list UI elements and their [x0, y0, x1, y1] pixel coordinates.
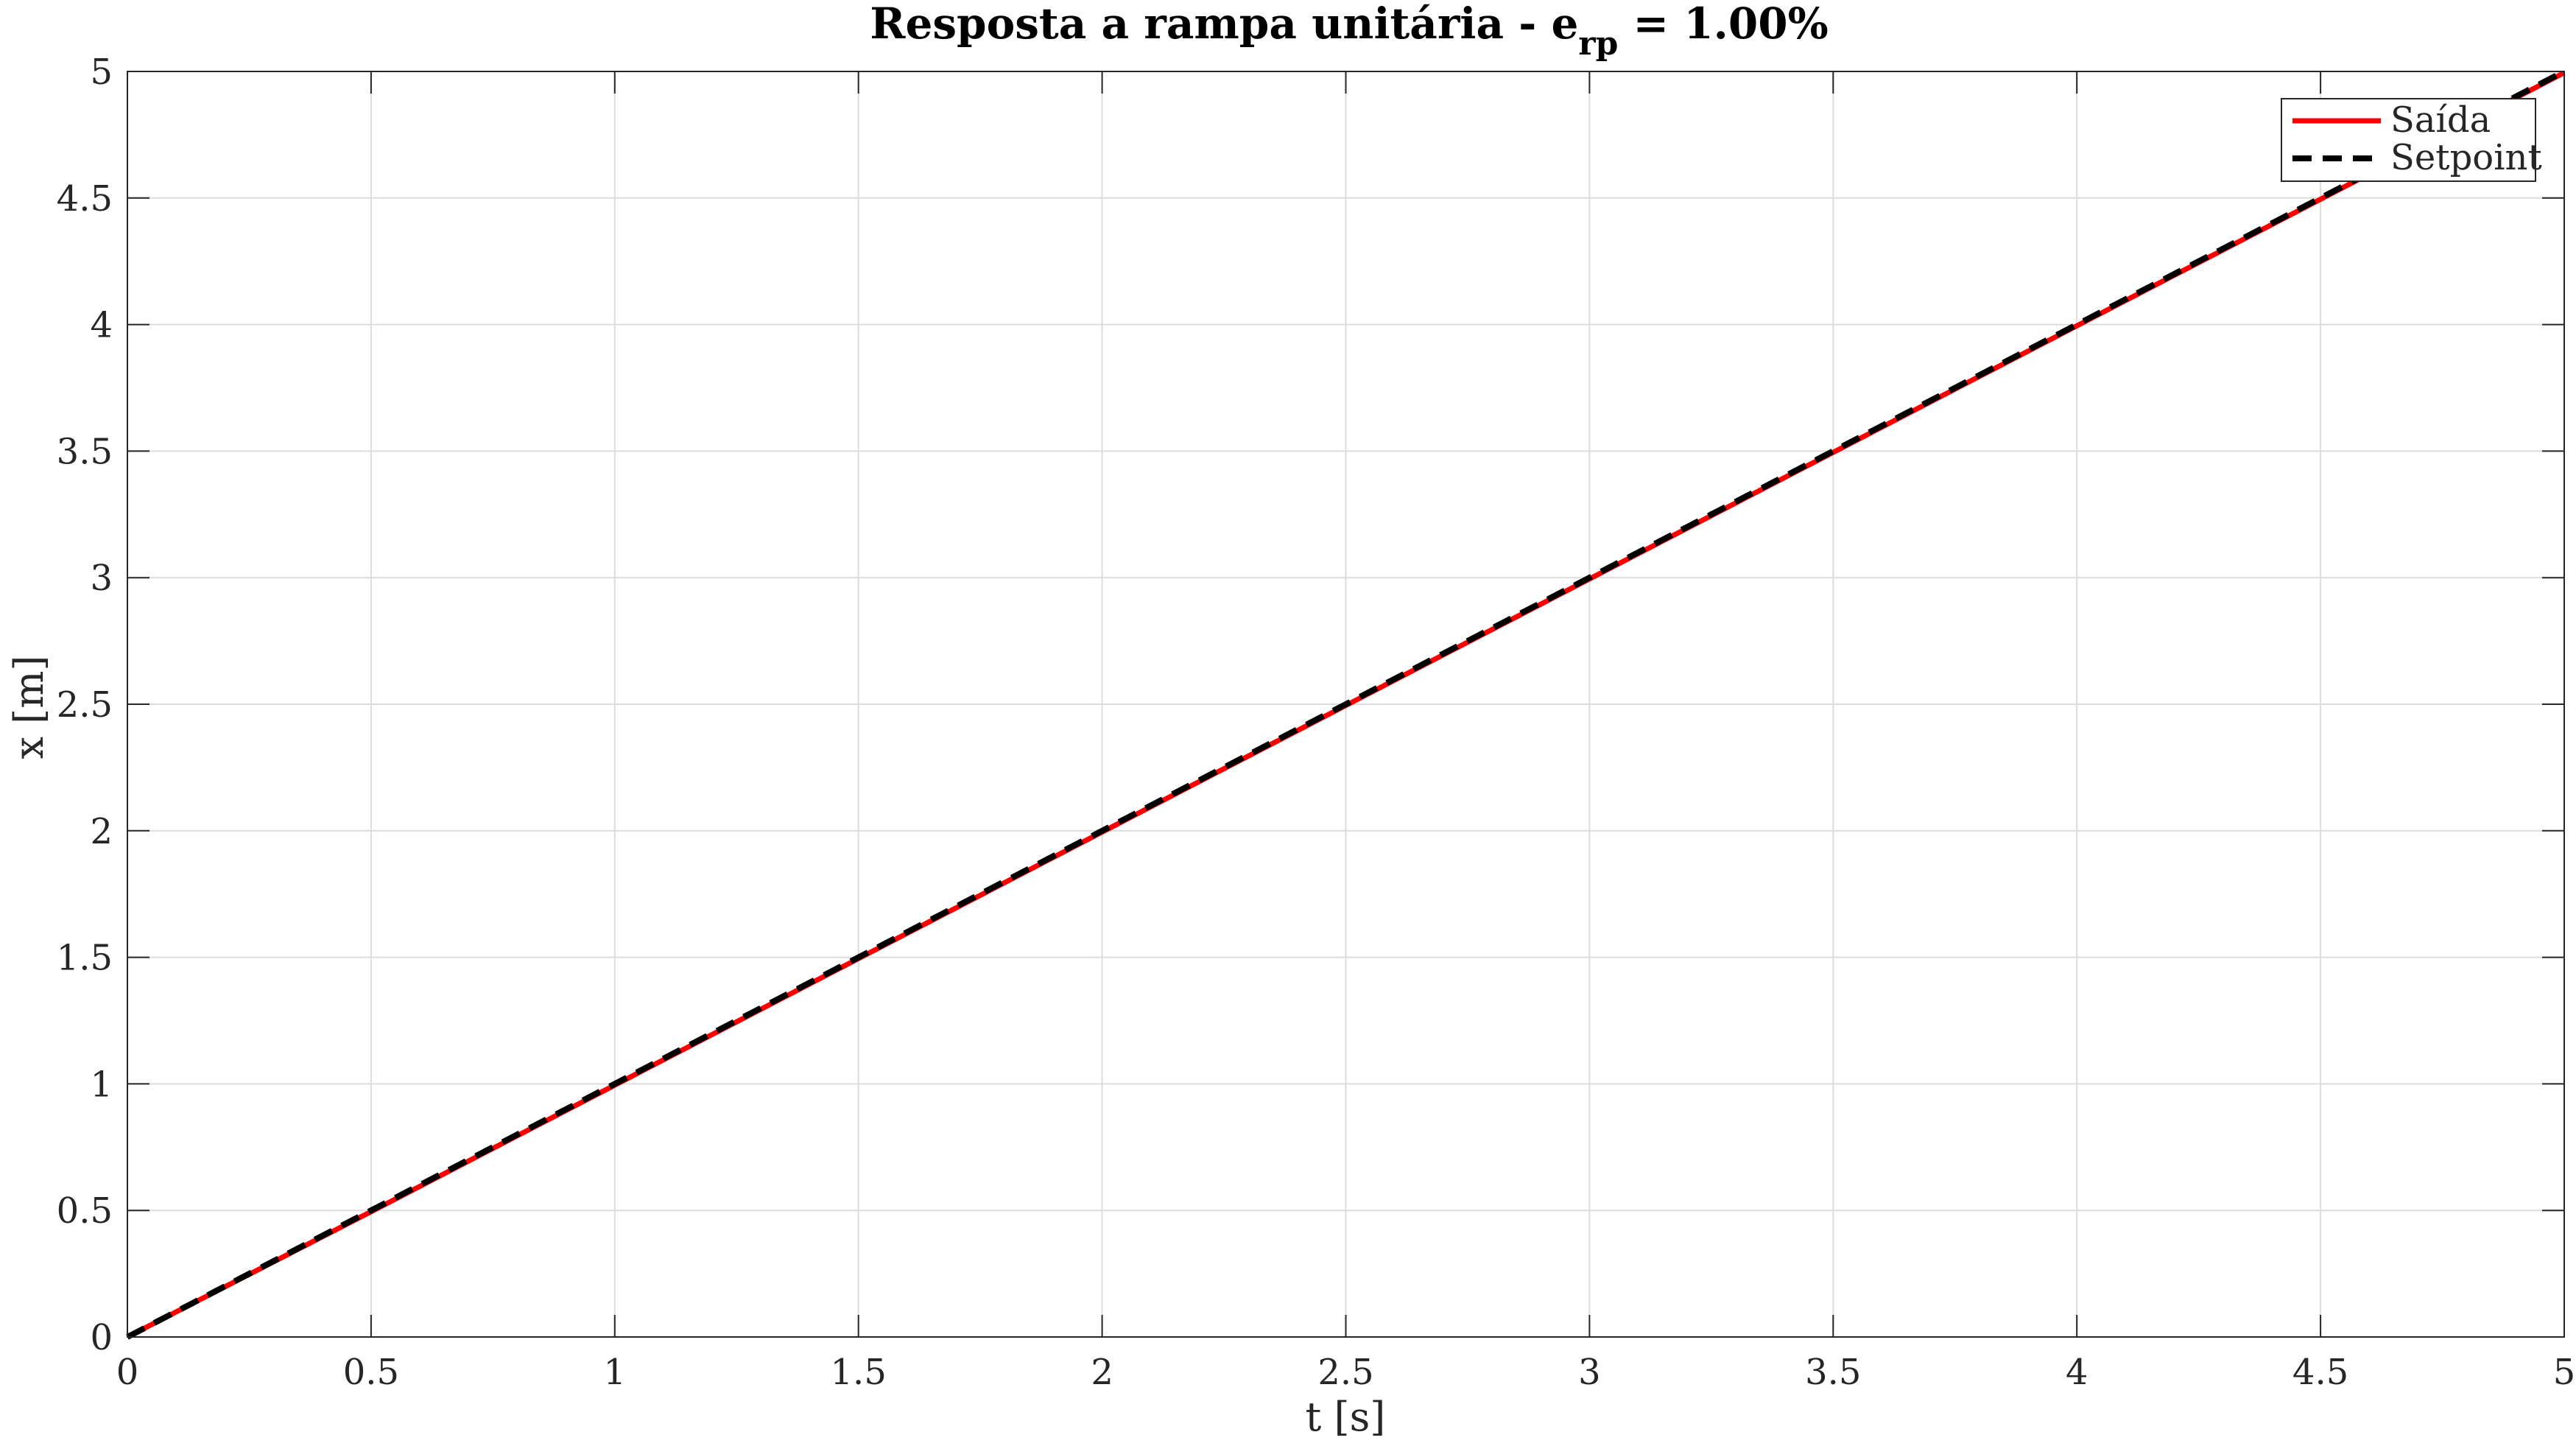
- y-tick-label: 4.5: [57, 178, 113, 220]
- tick-marks: [127, 71, 2565, 1338]
- chart-title-tail: = 1.00%: [1618, 0, 1828, 49]
- x-tick-label: 3: [1578, 1352, 1601, 1393]
- x-tick-label: 5: [2553, 1352, 2576, 1393]
- legend-label-saida: Saída: [2390, 99, 2491, 141]
- x-tick-label: 0: [116, 1352, 139, 1393]
- y-tick-label: 5: [90, 52, 113, 93]
- legend: Saída Setpoint: [2281, 98, 2542, 182]
- x-tick-label: 1: [604, 1352, 627, 1393]
- y-axis-label: x [m]: [6, 656, 52, 759]
- y-tick-label: 3.5: [57, 431, 113, 472]
- y-tick-label: 0.5: [57, 1190, 113, 1232]
- y-tick-label: 4: [90, 305, 113, 346]
- x-tick-label: 0.5: [343, 1352, 399, 1393]
- chart-title: Resposta a rampa unitária - erp = 1.00%: [870, 0, 1828, 63]
- x-tick-label: 3.5: [1805, 1352, 1861, 1393]
- x-axis-label: t [s]: [1306, 1394, 1386, 1440]
- y-tick-label: 1: [90, 1064, 113, 1105]
- legend-box: [2281, 98, 2536, 182]
- y-tick-label: 3: [90, 558, 113, 599]
- y-tick-labels: 0 0.5 1 1.5 2 2.5 3 3.5 4 4.5 5: [57, 52, 113, 1358]
- y-tick-label: 2: [90, 811, 113, 852]
- x-tick-label: 2.5: [1317, 1352, 1373, 1393]
- x-tick-label: 4: [2066, 1352, 2088, 1393]
- x-tick-label: 2: [1091, 1352, 1113, 1393]
- chart-title-main: Resposta a rampa unitária - e: [870, 0, 1578, 49]
- series-layer: [126, 69, 2566, 1340]
- y-tick-label: 2.5: [57, 684, 113, 726]
- x-tick-label: 1.5: [831, 1352, 887, 1393]
- y-tick-label: 0: [90, 1317, 113, 1358]
- x-tick-label: 4.5: [2292, 1352, 2348, 1393]
- series-line-setpoint: [126, 69, 2566, 1340]
- chart-title-subscript: rp: [1578, 25, 1618, 63]
- x-tick-labels: 0 0.5 1 1.5 2 2.5 3 3.5 4 4.5 5: [116, 1352, 2576, 1393]
- legend-label-setpoint: Setpoint: [2390, 137, 2542, 178]
- y-tick-label: 1.5: [57, 938, 113, 979]
